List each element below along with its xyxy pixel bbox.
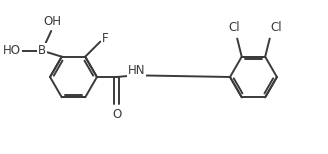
Text: Cl: Cl <box>228 21 240 34</box>
Text: HO: HO <box>3 44 21 57</box>
Text: O: O <box>112 108 121 121</box>
Text: OH: OH <box>44 15 62 28</box>
Text: Cl: Cl <box>270 21 281 34</box>
Text: F: F <box>102 32 108 45</box>
Text: B: B <box>38 44 46 57</box>
Text: HN: HN <box>128 65 145 77</box>
